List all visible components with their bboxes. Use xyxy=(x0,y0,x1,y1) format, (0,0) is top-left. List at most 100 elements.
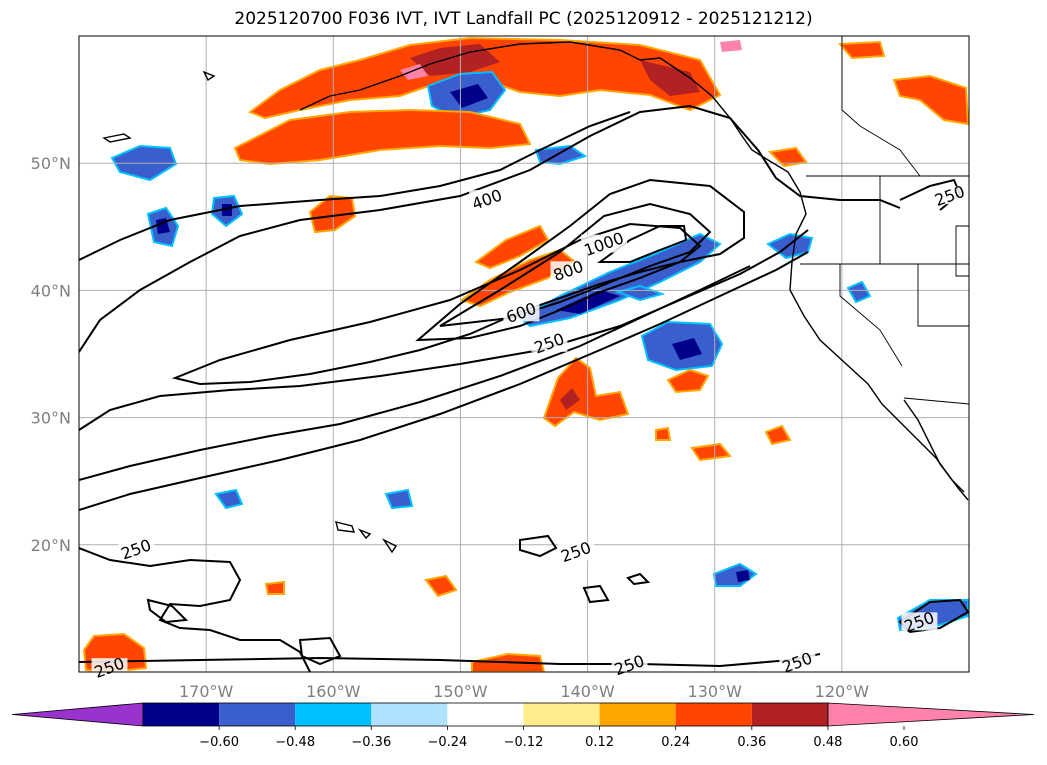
colorbar-segment xyxy=(675,703,752,726)
colorbar-tick-label: −0.48 xyxy=(275,735,315,750)
colorbar-tick-label: 0.48 xyxy=(813,735,842,750)
strong-positive-anomaly-region xyxy=(640,60,700,96)
ivt-contour-south xyxy=(519,534,558,558)
colorbar-tick-label: 0.60 xyxy=(890,735,919,750)
ivt-contour-south xyxy=(626,572,651,586)
strong-positive-anomaly-region xyxy=(410,44,500,76)
colorbar-segment xyxy=(599,703,676,726)
colorbar-segment xyxy=(219,703,296,726)
ivt-contour-label: 250 xyxy=(780,648,815,676)
negative-anomaly-region xyxy=(384,488,414,510)
contour-label-background xyxy=(901,612,938,631)
negative-anomaly-region xyxy=(518,232,722,328)
longitude-tick-label: 130°W xyxy=(688,682,743,701)
positive-anomaly-region xyxy=(767,146,808,168)
ivt-contour-south xyxy=(298,636,342,666)
colorbar-tick-label: 0.24 xyxy=(661,735,690,750)
us-mexico-border xyxy=(903,397,969,405)
ivt-contour-250 xyxy=(79,265,751,481)
positive-anomaly-region xyxy=(690,442,732,462)
max-positive-anomaly-region xyxy=(720,40,742,52)
negative-anomaly-region xyxy=(846,280,872,304)
positive-anomaly-region xyxy=(233,108,532,166)
latitude-tick-label: 20°N xyxy=(31,536,71,555)
ivt-contour-800 xyxy=(439,202,712,327)
colorbar-segment xyxy=(523,703,600,726)
colorbar-extend-max xyxy=(827,702,1035,727)
ivt-contours xyxy=(79,104,969,672)
us-state-border xyxy=(839,264,903,367)
positive-anomaly-region xyxy=(837,40,886,60)
longitude-tick-label: 160°W xyxy=(306,682,361,701)
ivt-contour-label: 1000 xyxy=(582,228,627,260)
positive-anomaly-region xyxy=(473,224,550,270)
ivt-contour-south xyxy=(146,598,189,624)
political-borders xyxy=(800,36,969,405)
contour-label-background xyxy=(931,186,968,205)
ivt-contour-400 xyxy=(171,222,702,386)
positive-anomaly-region xyxy=(666,368,710,394)
positive-anomaly-region xyxy=(892,74,969,126)
longitude-tick-label: 170°W xyxy=(179,682,234,701)
map-frame xyxy=(78,35,970,673)
colorbar-tick-label: 0.36 xyxy=(737,735,766,750)
positive-anomaly-region xyxy=(655,426,672,441)
strong-negative-anomaly-region xyxy=(736,570,750,582)
landfall-pc-shading xyxy=(82,36,969,672)
latitude-tick-label: 40°N xyxy=(31,281,71,300)
colorbar-segment xyxy=(447,703,524,726)
island-coastline xyxy=(381,538,398,554)
map-title: 2025120700 F036 IVT, IVT Landfall PC (20… xyxy=(234,9,813,29)
graticule xyxy=(79,36,969,672)
strong-negative-anomaly-region xyxy=(672,338,702,360)
colorbar-tick-label: −0.60 xyxy=(199,735,239,750)
positive-anomaly-region xyxy=(764,424,792,446)
ivt-contour-1000 xyxy=(596,225,688,263)
contour-label-background xyxy=(503,303,540,322)
colorbar-segment xyxy=(751,703,828,726)
colorbar-tick-label: −0.12 xyxy=(504,735,544,750)
colorbar-tick-label: 0.12 xyxy=(585,735,614,750)
positive-anomaly-region xyxy=(424,574,458,598)
strong-positive-anomaly-region xyxy=(560,388,580,410)
colorbar-tick-label: −0.36 xyxy=(351,735,391,750)
island-coastline xyxy=(335,521,356,533)
colorbar-segment xyxy=(143,703,220,726)
ivt-contour-250 xyxy=(79,251,809,511)
contour-label-background xyxy=(611,655,648,674)
latitude-labels: 50°N 40°N 30°N 20°N xyxy=(31,154,71,555)
alaska-coastline xyxy=(299,41,641,111)
island-coastline xyxy=(102,133,132,143)
ivt-contour-250 xyxy=(79,229,809,431)
ivt-contour-south xyxy=(898,598,969,634)
contour-label-background xyxy=(531,333,568,352)
ivt-contour-600 xyxy=(415,178,745,342)
ivt-contour-label: 250 xyxy=(118,535,153,563)
baja-coastline xyxy=(903,399,965,493)
ivt-contour-south xyxy=(79,653,821,668)
longitude-tick-label: 150°W xyxy=(433,682,488,701)
negative-anomaly-region xyxy=(214,488,244,510)
longitude-tick-label: 120°W xyxy=(815,682,870,701)
colorbar-extend-min xyxy=(11,702,144,727)
colorbar-tick-label: −0.24 xyxy=(427,735,467,750)
colorbar-segment xyxy=(371,703,448,726)
positive-anomaly-region xyxy=(542,356,630,428)
ivt-contour-label: 250 xyxy=(612,651,647,679)
island-coastline xyxy=(202,70,216,82)
us-state-border xyxy=(917,264,969,327)
contour-label-background xyxy=(779,653,816,672)
colorbar-segment xyxy=(295,703,372,726)
contour-label-background xyxy=(581,234,628,253)
colorbar-outline xyxy=(142,702,829,727)
us-state-border xyxy=(955,225,969,277)
contour-label-background xyxy=(469,190,506,209)
contour-label-background xyxy=(118,539,155,558)
strong-negative-anomaly-region xyxy=(450,84,488,108)
ivt-contour-250 xyxy=(79,104,901,353)
island-coastline xyxy=(357,528,372,540)
positive-anomaly-region xyxy=(264,580,285,595)
ivt-contour-outer-north xyxy=(79,111,631,261)
